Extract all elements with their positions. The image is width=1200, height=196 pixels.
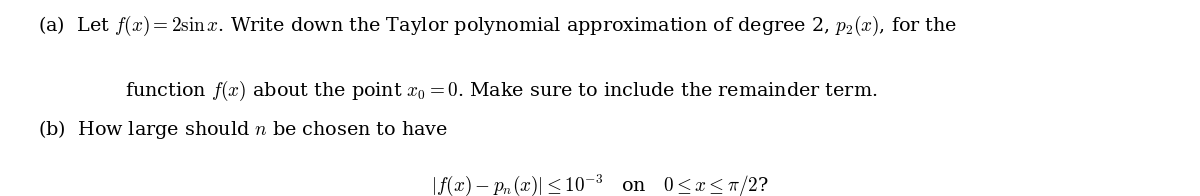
Text: $|f(x) - p_n(x)| \leq 10^{-3}$   on   $0 \leq x \leq \pi/2$?: $|f(x) - p_n(x)| \leq 10^{-3}$ on $0 \le…: [431, 172, 769, 196]
Text: (a)  Let $f(x) = 2\sin x$. Write down the Taylor polynomial approximation of deg: (a) Let $f(x) = 2\sin x$. Write down the…: [38, 14, 958, 38]
Text: function $f(x)$ about the point $x_0 = 0$. Make sure to include the remainder te: function $f(x)$ about the point $x_0 = 0…: [125, 78, 877, 103]
Text: (b)  How large should $n$ be chosen to have: (b) How large should $n$ be chosen to ha…: [38, 118, 449, 141]
